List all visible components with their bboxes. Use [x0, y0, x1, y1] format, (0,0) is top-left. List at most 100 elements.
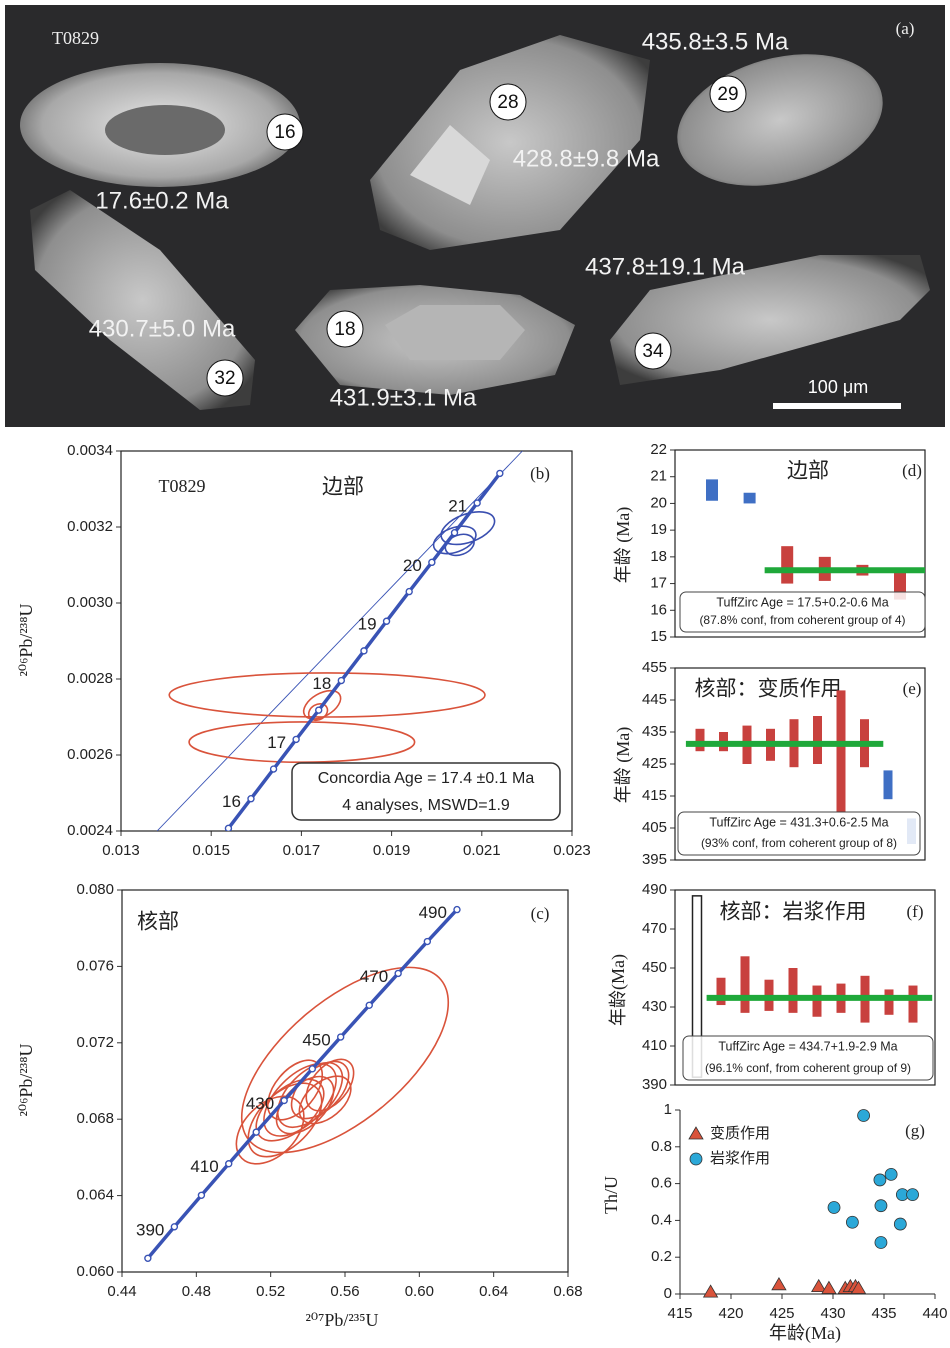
y-tick-label: 405	[642, 819, 667, 836]
age-marker	[395, 970, 401, 976]
age-label: 18	[312, 674, 331, 693]
panel-title: 核部：变质作用	[695, 678, 842, 701]
panel-label: (f)	[907, 902, 924, 921]
grain-number: 16	[274, 122, 295, 143]
age-label: 17	[267, 733, 286, 752]
y-tick-label: 395	[642, 851, 667, 868]
y-tick-label: 390	[642, 1076, 667, 1093]
result-text: TuffZirc Age = 17.5+0.2-0.6 Ma	[716, 595, 888, 609]
age-bar	[813, 986, 822, 1017]
age-bar	[696, 729, 705, 751]
age-label: 16	[222, 792, 241, 811]
x-tick-label: 0.56	[330, 1283, 359, 1300]
age-bar	[789, 968, 798, 1013]
x-tick-label: 0.44	[107, 1283, 136, 1300]
age-bar	[909, 986, 918, 1023]
age-marker	[366, 1002, 372, 1008]
y-tick-label: 0.0034	[67, 442, 113, 459]
data-point	[894, 1218, 906, 1230]
panel-title: 核部	[137, 911, 179, 934]
y-tick-label: 0.0032	[67, 518, 113, 535]
age-marker	[406, 589, 412, 595]
age-bar	[813, 716, 822, 764]
age-marker	[226, 1161, 232, 1167]
panel-title: 边部	[322, 476, 364, 499]
y-tick-label: 470	[642, 920, 667, 937]
x-tick-label: 0.60	[405, 1283, 434, 1300]
x-tick-label: 0.64	[479, 1283, 508, 1300]
data-point	[846, 1216, 858, 1228]
result-text: TuffZirc Age = 434.7+1.9-2.9 Ma	[718, 1039, 897, 1053]
y-axis-label: ²⁰⁶Pb/²³⁸U	[16, 1044, 36, 1117]
y-tick-label: 0.076	[76, 957, 114, 974]
scale-bar-label: 100 μm	[808, 377, 868, 397]
y-tick-label: 0.060	[76, 1263, 114, 1280]
age-bar	[837, 690, 846, 812]
age-marker	[281, 1098, 287, 1104]
y-tick-label: 20	[650, 494, 667, 511]
age-marker	[474, 500, 480, 506]
cl-image-panel: T0829 (a) 16 17.6±0.2 Ma 28 428.8±9.8 Ma…	[5, 5, 945, 427]
y-tick-label: 0.0030	[67, 594, 113, 611]
x-axis-label: 年龄(Ma)	[769, 1323, 841, 1344]
panel-label: (b)	[530, 464, 550, 483]
legend-label: 变质作用	[710, 1125, 770, 1142]
age-bar	[717, 978, 726, 1005]
y-tick-label: 0.0024	[67, 822, 113, 839]
zircon-zone	[385, 305, 525, 360]
y-tick-label: 0.0026	[67, 746, 113, 763]
data-point	[875, 1236, 887, 1248]
x-tick-label: 0.68	[553, 1283, 582, 1300]
x-tick-label: 435	[871, 1305, 896, 1322]
age-bar	[884, 770, 893, 799]
y-tick-label: 0.064	[76, 1187, 114, 1204]
y-tick-label: 18	[650, 548, 667, 565]
age-bar	[885, 989, 894, 1014]
grain-number: 32	[214, 368, 235, 389]
result-text: (87.8% conf, from coherent group of 4)	[699, 613, 905, 627]
y-axis-label: 年龄 (Ma)	[613, 727, 634, 803]
y-tick-label: 445	[642, 691, 667, 708]
grain-age: 431.9±3.1 Ma	[330, 384, 477, 411]
y-tick-label: 410	[642, 1037, 667, 1054]
data-point	[772, 1278, 786, 1290]
grain-number: 29	[717, 84, 738, 105]
data-point	[858, 1110, 870, 1122]
grain-number: 34	[642, 341, 664, 362]
y-tick-label: 15	[650, 628, 667, 645]
y-tick-label: 17	[650, 575, 667, 592]
y-tick-label: 425	[642, 755, 667, 772]
age-label: 410	[190, 1157, 218, 1176]
y-tick-label: 1	[664, 1101, 672, 1118]
y-axis-label: 年龄(Ma)	[608, 954, 629, 1026]
y-tick-label: 0.6	[651, 1175, 672, 1192]
age-bar	[741, 956, 750, 1013]
age-marker	[316, 707, 322, 713]
y-tick-label: 0.4	[651, 1211, 672, 1228]
plot-area	[145, 907, 480, 1262]
result-text: (96.1% conf, from coherent group of 9)	[705, 1061, 911, 1075]
panel-label: (d)	[902, 461, 922, 480]
age-label: 21	[448, 497, 467, 516]
age-label: 20	[403, 556, 422, 575]
x-tick-label: 430	[820, 1305, 845, 1322]
x-tick-label: 0.013	[102, 842, 140, 859]
data-point	[907, 1189, 919, 1201]
age-marker	[248, 796, 254, 802]
data-point	[874, 1174, 886, 1186]
result-text: Concordia Age = 17.4 ±0.1 Ma	[318, 770, 535, 787]
age-label: 450	[302, 1031, 330, 1050]
x-tick-label: 0.023	[553, 842, 591, 859]
age-bar	[744, 493, 756, 504]
legend-label: 岩浆作用	[710, 1149, 770, 1167]
x-tick-label: 0.021	[463, 842, 501, 859]
age-marker	[309, 1066, 315, 1072]
x-tick-label: 440	[922, 1305, 947, 1322]
figure: T0829 (a) 16 17.6±0.2 Ma 28 428.8±9.8 Ma…	[0, 0, 950, 1348]
age-label: 490	[419, 903, 447, 922]
age-marker	[145, 1255, 151, 1261]
age-marker	[338, 1034, 344, 1040]
data-point	[704, 1285, 718, 1297]
